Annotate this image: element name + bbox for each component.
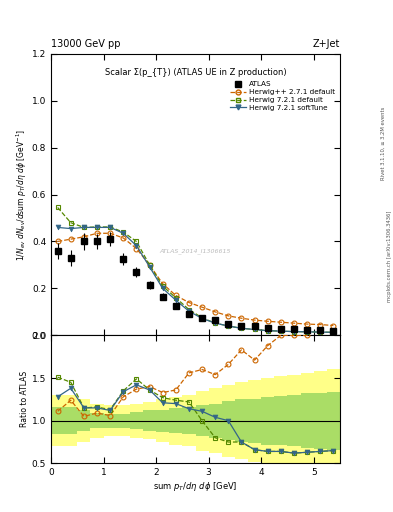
Text: Rivet 3.1.10, ≥ 3.2M events: Rivet 3.1.10, ≥ 3.2M events	[381, 106, 386, 180]
X-axis label: sum $p_T/d\eta$ $d\phi$ [GeV]: sum $p_T/d\eta$ $d\phi$ [GeV]	[153, 480, 238, 493]
Text: Z+Jet: Z+Jet	[312, 38, 340, 49]
Legend: ATLAS, Herwig++ 2.7.1 default, Herwig 7.2.1 default, Herwig 7.2.1 softTune: ATLAS, Herwig++ 2.7.1 default, Herwig 7.…	[229, 80, 336, 113]
Text: Scalar Σ(p_{T}) (ATLAS UE in Z production): Scalar Σ(p_{T}) (ATLAS UE in Z productio…	[105, 68, 286, 77]
Y-axis label: $1/N_{ev}$ $dN_{ev}/d$sum $p_T/d\eta$ $d\phi$ [GeV$^{-1}$]: $1/N_{ev}$ $dN_{ev}/d$sum $p_T/d\eta$ $d…	[15, 129, 29, 261]
Text: ATLAS_2014_I1306615: ATLAS_2014_I1306615	[160, 248, 231, 254]
Text: 13000 GeV pp: 13000 GeV pp	[51, 38, 121, 49]
Text: mcplots.cern.ch [arXiv:1306.3436]: mcplots.cern.ch [arXiv:1306.3436]	[387, 210, 391, 302]
Y-axis label: Ratio to ATLAS: Ratio to ATLAS	[20, 371, 29, 428]
